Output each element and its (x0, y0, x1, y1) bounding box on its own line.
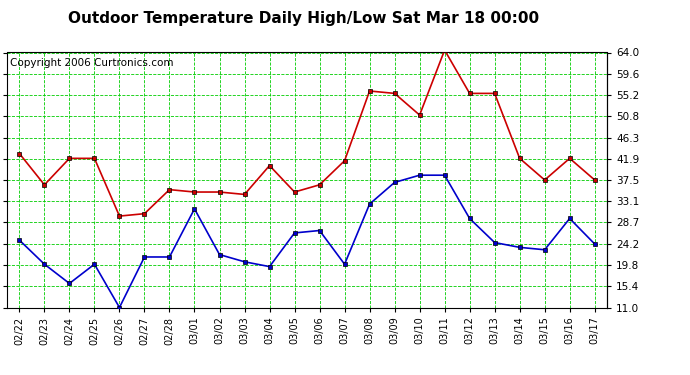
Text: Outdoor Temperature Daily High/Low Sat Mar 18 00:00: Outdoor Temperature Daily High/Low Sat M… (68, 11, 539, 26)
Text: Copyright 2006 Curtronics.com: Copyright 2006 Curtronics.com (10, 58, 173, 68)
